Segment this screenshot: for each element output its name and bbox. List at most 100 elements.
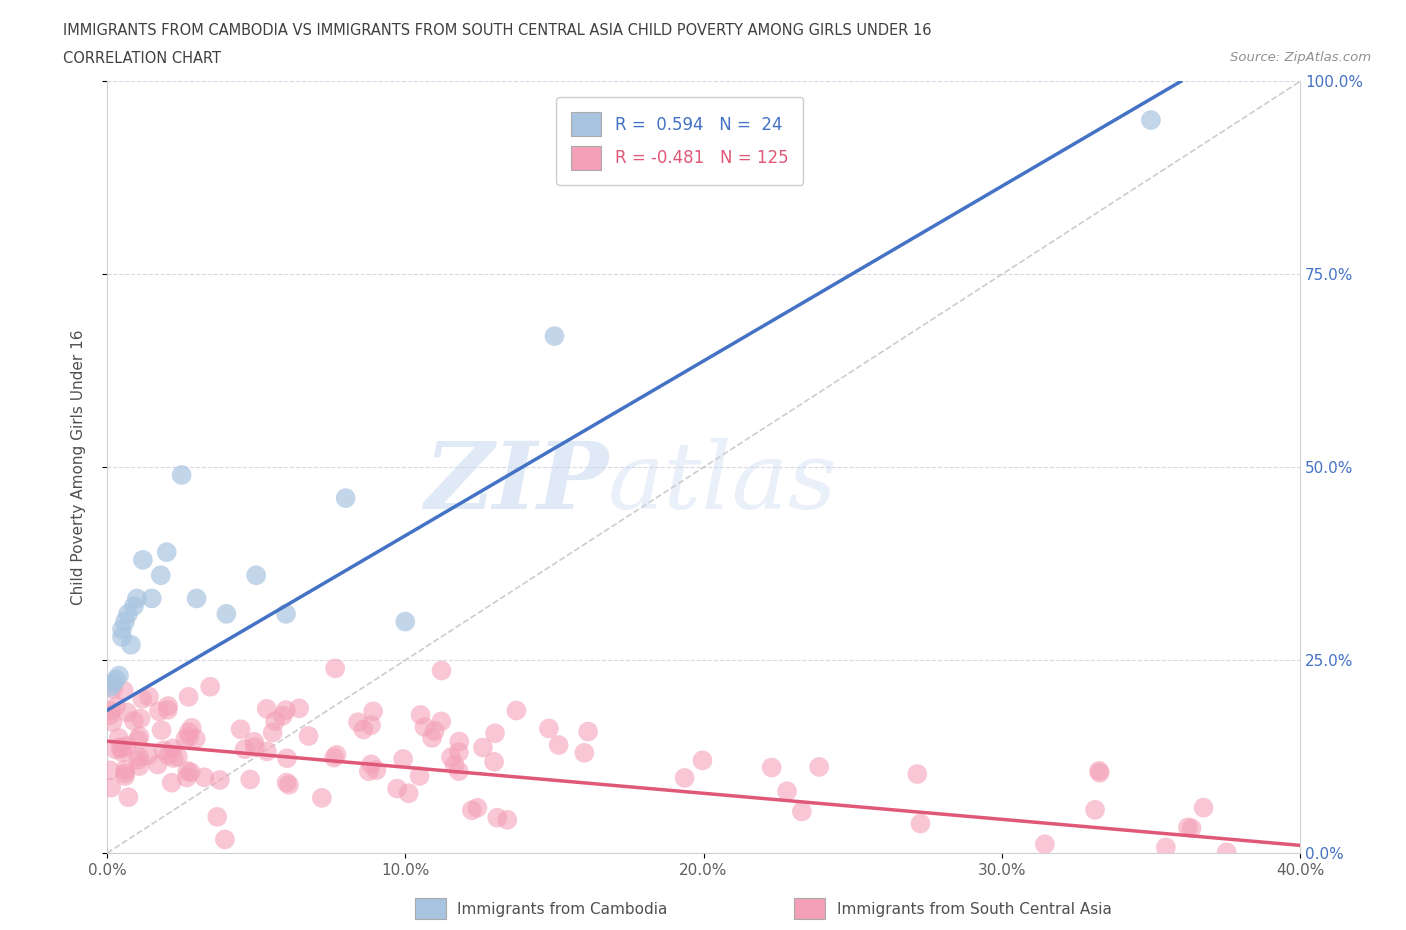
Point — [484, 725, 506, 740]
Point — [215, 606, 238, 621]
Point — [177, 724, 200, 739]
Text: CORRELATION CHART: CORRELATION CHART — [63, 51, 221, 66]
Y-axis label: Child Poverty Among Girls Under 16: Child Poverty Among Girls Under 16 — [72, 329, 86, 605]
Point — [128, 750, 150, 764]
Point — [262, 725, 284, 740]
Point — [200, 679, 222, 694]
Point — [100, 780, 122, 795]
Point — [361, 704, 384, 719]
Point — [245, 568, 267, 583]
Point — [443, 758, 465, 773]
Point — [111, 622, 134, 637]
Point — [111, 745, 134, 760]
Point — [905, 766, 928, 781]
Point — [576, 724, 599, 739]
Point — [692, 753, 714, 768]
Point — [413, 720, 436, 735]
Point — [179, 729, 201, 744]
Point — [157, 698, 180, 713]
Point — [398, 786, 420, 801]
Point — [149, 568, 172, 583]
Point — [447, 764, 470, 778]
Point — [385, 781, 408, 796]
Point — [162, 751, 184, 765]
Point — [114, 614, 136, 629]
Point — [176, 764, 198, 778]
Point — [125, 591, 148, 605]
Point — [107, 731, 129, 746]
Point — [167, 750, 190, 764]
Point — [409, 708, 432, 723]
Point — [229, 722, 252, 737]
Point — [105, 698, 128, 713]
Point — [115, 705, 138, 720]
Point — [157, 748, 180, 763]
Point — [423, 724, 446, 738]
Point — [323, 751, 346, 765]
Point — [1140, 113, 1163, 127]
Point — [122, 599, 145, 614]
Point — [360, 718, 382, 733]
Point — [297, 728, 319, 743]
Point — [1154, 840, 1177, 855]
Point — [193, 770, 215, 785]
Point — [156, 702, 179, 717]
Text: Immigrants from Cambodia: Immigrants from Cambodia — [457, 902, 668, 917]
Point — [184, 731, 207, 746]
Point — [132, 552, 155, 567]
Point — [467, 801, 489, 816]
Point — [104, 742, 127, 757]
Point — [323, 661, 346, 676]
Point — [574, 745, 596, 760]
Point — [430, 663, 453, 678]
Point — [127, 732, 149, 747]
Point — [120, 637, 142, 652]
Point — [471, 740, 494, 755]
Point — [148, 704, 170, 719]
Point — [100, 703, 122, 718]
Point — [353, 722, 375, 737]
Text: Source: ZipAtlas.com: Source: ZipAtlas.com — [1230, 51, 1371, 64]
Point — [482, 754, 505, 769]
Point — [243, 739, 266, 754]
Point — [440, 750, 463, 764]
Point — [1215, 844, 1237, 859]
Point — [761, 760, 783, 775]
Point — [256, 744, 278, 759]
Point — [808, 760, 831, 775]
Point — [449, 734, 471, 749]
Point — [177, 689, 200, 704]
Point — [408, 768, 430, 783]
Point — [170, 468, 193, 483]
Point — [505, 703, 527, 718]
Point — [461, 803, 484, 817]
Point — [239, 772, 262, 787]
Point — [447, 745, 470, 760]
Point — [114, 766, 136, 781]
Point — [101, 714, 124, 729]
Point — [274, 703, 297, 718]
Point — [776, 784, 799, 799]
Point — [394, 614, 416, 629]
Point — [233, 742, 256, 757]
Point — [115, 738, 138, 753]
Point — [1084, 803, 1107, 817]
Point — [486, 810, 509, 825]
Point — [1192, 800, 1215, 815]
Point — [430, 714, 453, 729]
Point — [1177, 820, 1199, 835]
Point — [162, 741, 184, 756]
Point — [1033, 837, 1056, 852]
Point — [276, 775, 298, 790]
Point — [274, 606, 297, 621]
Point — [152, 743, 174, 758]
Point — [207, 809, 229, 824]
Point — [357, 764, 380, 778]
Point — [117, 790, 139, 804]
Point — [156, 545, 179, 560]
Point — [208, 773, 231, 788]
Point — [1088, 765, 1111, 780]
Point — [176, 770, 198, 785]
Point — [108, 668, 131, 683]
Point — [111, 630, 134, 644]
